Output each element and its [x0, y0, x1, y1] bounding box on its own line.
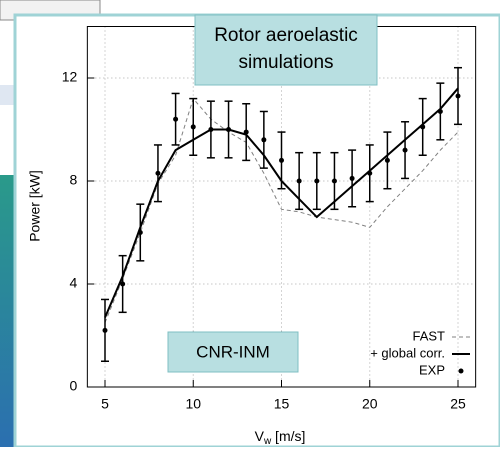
data-point — [455, 93, 461, 99]
x-label-part: [m/s] — [271, 428, 305, 444]
y-tick-label: 4 — [70, 275, 78, 291]
data-point — [279, 157, 284, 163]
series-line — [104, 97, 459, 323]
data-point — [331, 178, 337, 184]
data-point — [155, 170, 161, 176]
plot: 5 10 15 20 25 0 4 8 12 FAST + global corr. EXP — [62, 26, 477, 412]
legend-label: EXP — [419, 362, 445, 377]
legend-label: + global corr. — [370, 345, 445, 360]
data-point — [102, 327, 108, 333]
x-tick-label: 5 — [101, 396, 109, 412]
background-image — [0, 175, 15, 447]
legend-label: FAST — [412, 328, 445, 343]
data-point — [420, 124, 426, 130]
data-point — [243, 129, 249, 135]
y-axis-label: Power [kW] — [27, 170, 43, 242]
x-label-part: w — [263, 436, 272, 447]
data-point — [296, 178, 302, 184]
data-point — [261, 137, 267, 143]
data-point — [190, 124, 196, 130]
x-axis-label: Vw [m/s] — [255, 428, 306, 447]
data-point — [137, 230, 143, 235]
x-label-part: V — [255, 428, 265, 444]
y-tick-label: 8 — [70, 172, 78, 188]
label-box — [167, 331, 299, 373]
data-point — [367, 170, 373, 176]
data-point — [226, 127, 232, 132]
x-tick-label: 20 — [362, 396, 378, 412]
data-point — [173, 116, 179, 122]
x-tick-label: 10 — [185, 396, 201, 412]
chart-panel — [13, 13, 500, 449]
y-tick-label: 12 — [62, 69, 78, 85]
data-point — [208, 127, 214, 132]
title-box — [194, 14, 378, 86]
data-point — [349, 175, 355, 181]
label-box-text: CNR-INM — [196, 342, 270, 361]
data-point — [402, 147, 408, 153]
legend-marker — [458, 368, 464, 374]
y-tick-label: 0 — [70, 378, 78, 394]
data-point — [437, 108, 443, 114]
title-line: Rotor aeroelastic — [214, 25, 358, 46]
x-tick-label: 25 — [450, 396, 466, 412]
data-point — [120, 281, 126, 287]
data-point — [314, 178, 320, 184]
title-line: simulations — [238, 52, 333, 73]
data-point — [384, 157, 390, 163]
x-tick-label: 15 — [274, 396, 290, 412]
background-panel — [0, 85, 15, 105]
